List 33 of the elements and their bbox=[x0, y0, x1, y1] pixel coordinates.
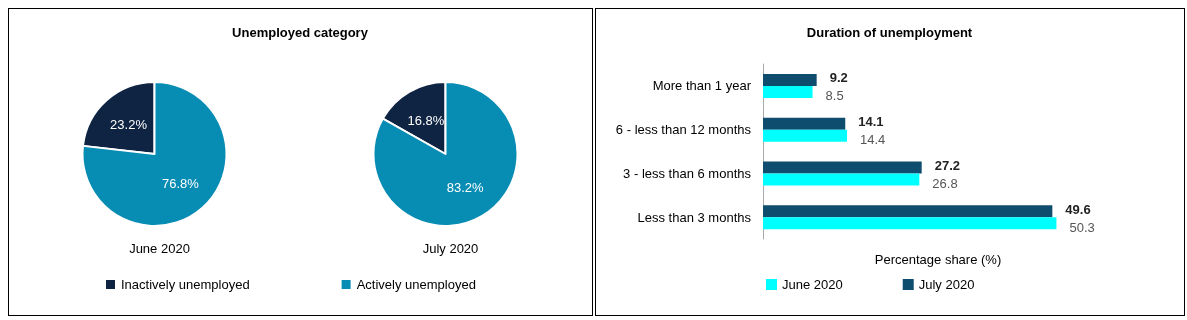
bar bbox=[763, 117, 846, 130]
data-label: 14.1 bbox=[858, 114, 884, 130]
y-tick-label: 6 - less than 12 months bbox=[615, 122, 752, 138]
y-tick-label: More than 1 year bbox=[652, 78, 752, 94]
slice-label: July 2020 bbox=[422, 241, 479, 256]
data-label: 23.2% bbox=[110, 117, 148, 133]
legend-label: June 2020 bbox=[782, 277, 843, 292]
x-axis-title: Percentage share (%) bbox=[874, 252, 1002, 267]
data-label: 27.2 bbox=[934, 157, 960, 173]
y-tick-label: 3 - less than 6 months bbox=[623, 165, 752, 181]
data-label: 8.5 bbox=[825, 88, 844, 104]
bar bbox=[763, 205, 1053, 218]
legend-label: Actively unemployed bbox=[356, 277, 476, 292]
bar bbox=[763, 161, 922, 174]
data-label: 50.3 bbox=[1069, 219, 1095, 235]
data-label: 26.8 bbox=[932, 175, 958, 191]
chart-title: Duration of unemployment bbox=[806, 25, 973, 40]
y-tick-label: Less than 3 months bbox=[637, 209, 752, 225]
bar bbox=[763, 173, 920, 186]
legend-label: Inactively unemployed bbox=[121, 277, 250, 292]
legend-label: July 2020 bbox=[918, 277, 975, 292]
bar bbox=[763, 85, 813, 98]
data-label: 16.8% bbox=[407, 112, 445, 128]
data-label: 49.6 bbox=[1065, 201, 1091, 217]
data-label: 9.2 bbox=[829, 70, 848, 86]
bar bbox=[763, 129, 847, 142]
slice-label: June 2020 bbox=[129, 241, 190, 256]
chart-title: Unemployed category bbox=[232, 25, 369, 40]
data-label: 76.8% bbox=[162, 175, 200, 191]
bar bbox=[763, 217, 1057, 230]
bar bbox=[763, 73, 817, 86]
data-label: 14.4 bbox=[860, 132, 886, 148]
data-label: 83.2% bbox=[446, 180, 485, 196]
